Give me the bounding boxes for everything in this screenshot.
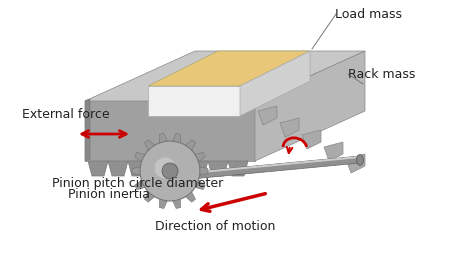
- Polygon shape: [148, 161, 168, 176]
- Text: Load mass: Load mass: [335, 7, 402, 20]
- Polygon shape: [85, 101, 255, 161]
- Polygon shape: [170, 156, 360, 181]
- Polygon shape: [145, 192, 155, 202]
- Polygon shape: [148, 51, 310, 86]
- Polygon shape: [258, 106, 277, 125]
- Polygon shape: [132, 167, 140, 175]
- Polygon shape: [173, 199, 181, 209]
- Polygon shape: [228, 161, 248, 176]
- Text: Pinion pitch circle diameter: Pinion pitch circle diameter: [52, 177, 223, 190]
- Polygon shape: [195, 152, 205, 162]
- Polygon shape: [159, 199, 167, 209]
- Polygon shape: [346, 154, 365, 173]
- Polygon shape: [148, 86, 240, 116]
- Polygon shape: [145, 140, 155, 150]
- Polygon shape: [88, 161, 108, 176]
- Polygon shape: [168, 161, 188, 176]
- Polygon shape: [188, 161, 208, 176]
- Text: Pinion inertia: Pinion inertia: [68, 187, 150, 200]
- Polygon shape: [302, 130, 321, 149]
- Text: Rack mass: Rack mass: [348, 68, 415, 80]
- Polygon shape: [135, 152, 145, 162]
- Polygon shape: [195, 180, 205, 190]
- Polygon shape: [135, 180, 145, 190]
- Polygon shape: [159, 133, 167, 143]
- Polygon shape: [186, 140, 196, 150]
- Circle shape: [140, 141, 200, 201]
- Polygon shape: [85, 99, 90, 161]
- Polygon shape: [128, 161, 148, 176]
- Circle shape: [155, 157, 175, 178]
- Polygon shape: [255, 51, 365, 161]
- Text: Direction of motion: Direction of motion: [155, 219, 275, 232]
- Polygon shape: [280, 118, 299, 137]
- Polygon shape: [186, 192, 196, 202]
- Text: External force: External force: [22, 108, 109, 121]
- Polygon shape: [324, 142, 343, 161]
- Polygon shape: [200, 167, 208, 175]
- Polygon shape: [85, 51, 365, 101]
- Polygon shape: [208, 161, 228, 176]
- Polygon shape: [170, 156, 360, 176]
- Polygon shape: [173, 133, 181, 143]
- Circle shape: [162, 163, 178, 179]
- Polygon shape: [108, 161, 128, 176]
- Polygon shape: [240, 51, 310, 116]
- Ellipse shape: [356, 155, 364, 165]
